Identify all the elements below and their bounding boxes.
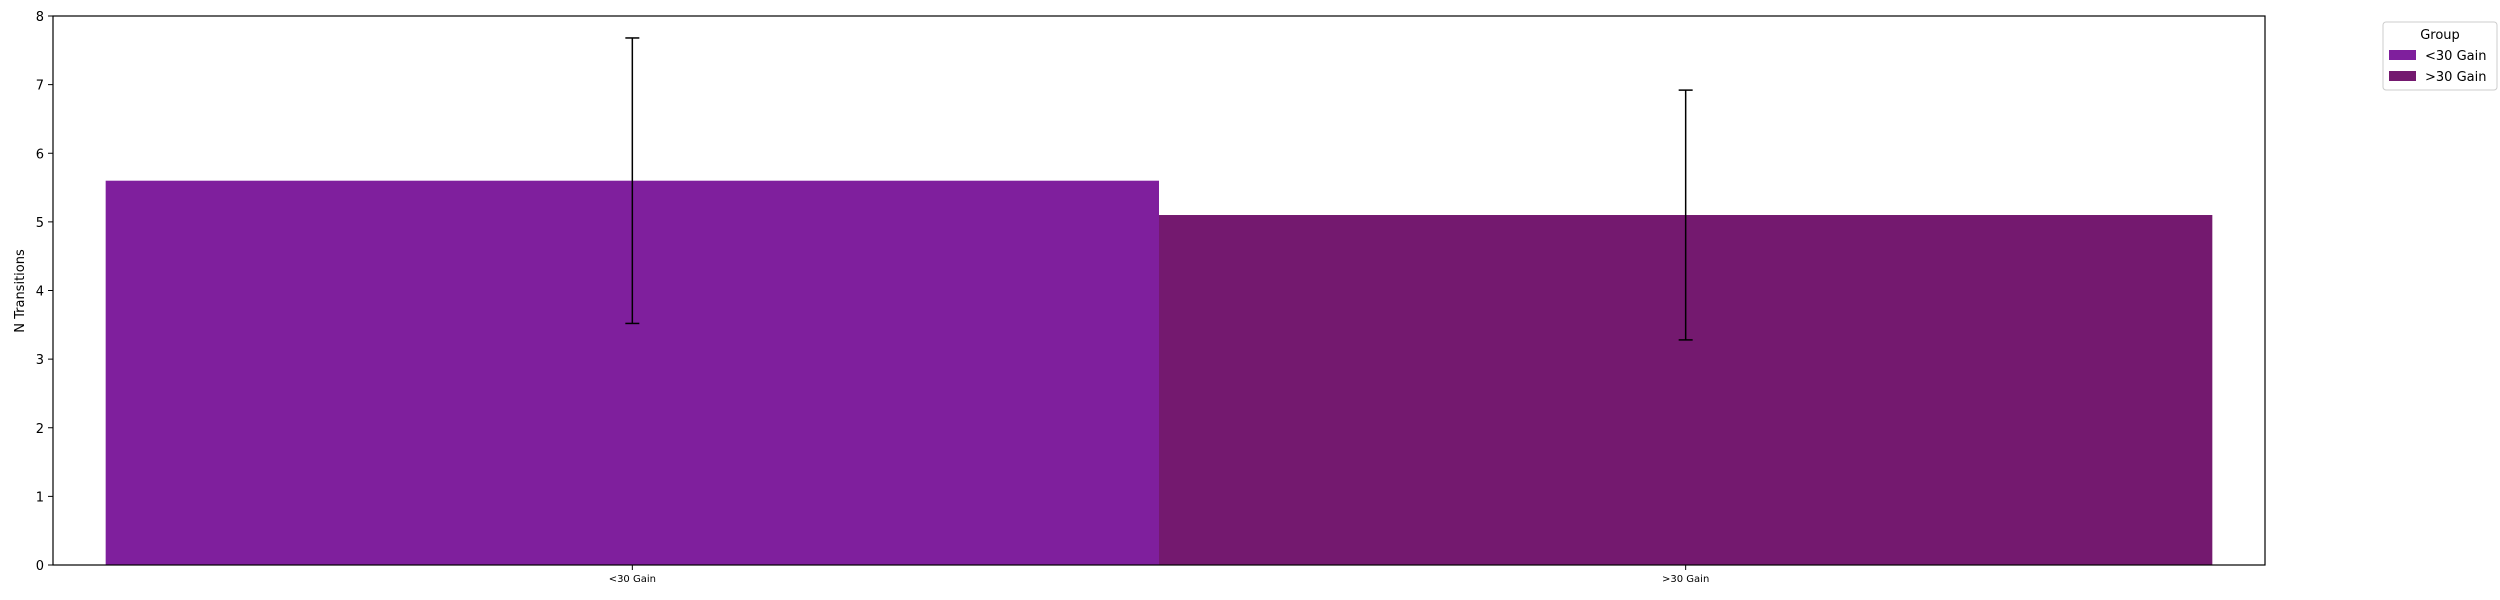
y-tick-label: 6 — [36, 147, 44, 162]
y-axis-label: N Transitions — [13, 249, 28, 333]
legend-swatch — [2389, 71, 2416, 81]
legend: Group <30 Gain >30 Gain — [2382, 21, 2498, 91]
x-tick-label: >30 Gain — [1662, 574, 1709, 585]
x-axis-ticks: <30 Gain >30 Gain — [609, 565, 1709, 585]
y-tick-label: 3 — [36, 353, 44, 368]
y-tick-label: 7 — [36, 79, 44, 94]
y-tick-label: 8 — [36, 10, 44, 25]
legend-title: Group — [2420, 28, 2460, 43]
y-tick-label: 1 — [36, 490, 44, 505]
plot-area-frame — [52, 15, 2266, 566]
legend-entries: <30 Gain >30 Gain — [2389, 49, 2486, 85]
y-tick-label: 4 — [36, 285, 44, 300]
legend-label: >30 Gain — [2425, 70, 2486, 85]
x-tick-label: <30 Gain — [609, 574, 656, 585]
bars — [105, 180, 2213, 565]
y-tick-label: 5 — [36, 216, 44, 231]
legend-swatch — [2389, 50, 2416, 60]
y-tick-label: 2 — [36, 422, 44, 437]
y-axis-ticks: 0 1 2 3 4 5 6 7 8 — [36, 10, 53, 574]
legend-label: <30 Gain — [2425, 49, 2486, 64]
error-bars — [625, 37, 1693, 341]
y-tick-label: 0 — [36, 559, 44, 574]
